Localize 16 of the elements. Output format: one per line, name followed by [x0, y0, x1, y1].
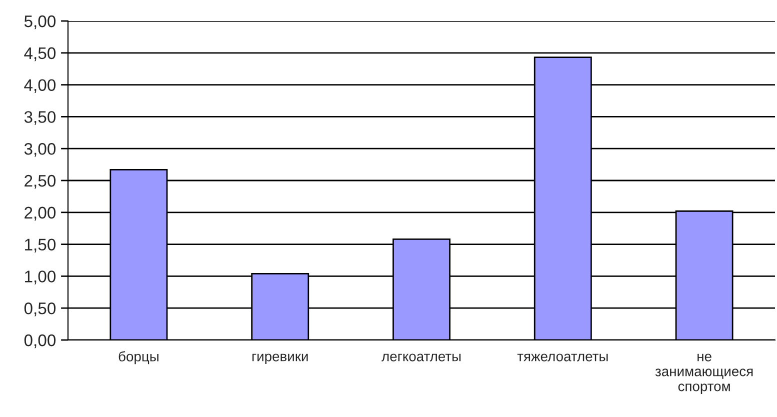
x-tick-label: борцы — [118, 351, 158, 364]
y-tick-label: 1,50 — [25, 238, 56, 252]
x-tick-label: легкоатлеты — [382, 354, 461, 362]
y-tick-label: 3,00 — [24, 143, 56, 157]
y-tick-label: 4,50 — [24, 47, 56, 62]
x-tick-label: гиревики — [252, 354, 308, 364]
y-tick-label: 5,00 — [24, 15, 56, 30]
y-tick-label: 0,00 — [24, 334, 56, 348]
y-tick-label: 1,00 — [25, 270, 56, 284]
y-tick-label: 4,00 — [24, 79, 56, 93]
y-tick-label: 0,50 — [24, 302, 56, 316]
x-tick-label: тяжелоатлеты — [517, 354, 608, 362]
y-tick-label: 3,50 — [24, 111, 56, 125]
y-tick-label: 2,50 — [24, 174, 56, 189]
y-tick-label: 2,00 — [24, 206, 56, 221]
x-tick-label: не занимающиеся спортом — [655, 354, 753, 394]
